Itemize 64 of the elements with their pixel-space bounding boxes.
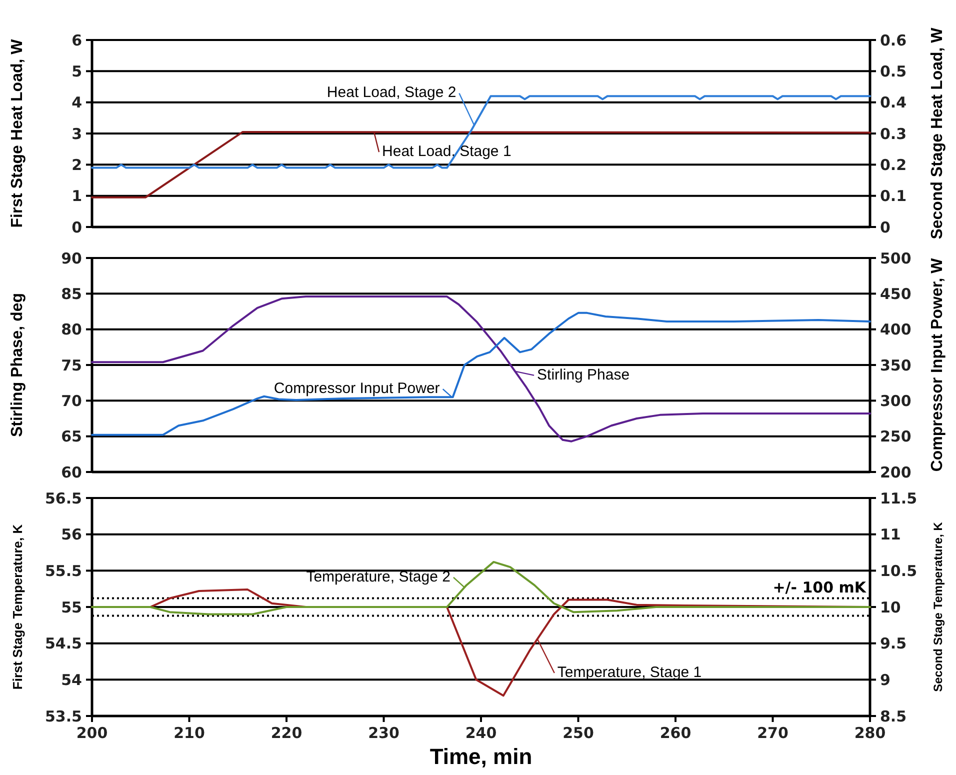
y2-tick-label: 11 (880, 526, 901, 544)
x-tick-label: 220 (270, 724, 302, 742)
x-tick-label: 230 (368, 724, 400, 742)
y-tick-label: 70 (61, 392, 82, 410)
y-tick-label: 0 (72, 218, 82, 236)
y2-tick-label: 10 (880, 598, 901, 616)
series-label: Heat Load, Stage 2 (326, 84, 456, 102)
y-tick-label: 85 (61, 284, 82, 303)
y-tick-label: 56 (61, 526, 82, 544)
y2-tick-label: 500 (880, 249, 912, 268)
y-tick-label: 75 (61, 356, 82, 374)
y2-tick-label: 11.5 (880, 489, 918, 508)
y2-tick-label: 0 (880, 218, 890, 236)
y2-tick-label: 400 (880, 320, 912, 339)
x-tick-label: 260 (660, 724, 692, 742)
y-tick-label: 53.5 (44, 707, 82, 726)
y2-axis-title: Second Stage Heat Load, W (929, 26, 946, 240)
y-tick-label: 80 (61, 320, 82, 339)
y-axis-title: Stirling Phase, deg (9, 292, 26, 438)
y2-tick-label: 9 (880, 670, 890, 689)
y2-tick-label: 0.2 (880, 156, 907, 174)
x-tick-label: 270 (757, 724, 788, 742)
x-tick-label: 200 (76, 724, 108, 742)
y-axis-title: First Stage Heat Load, W (9, 38, 26, 228)
y2-tick-label: 9.5 (880, 634, 907, 653)
y-tick-label: 2 (72, 156, 82, 174)
legend-label: Stirling Phase (537, 366, 630, 384)
y-tick-label: 55.5 (44, 562, 82, 580)
y2-axis-title: Compressor Input Power, W (929, 257, 946, 472)
y-tick-label: 56.5 (44, 489, 82, 508)
y2-tick-label: 0.3 (880, 124, 907, 143)
x-tick-label: 250 (562, 724, 594, 742)
y-tick-label: 5 (72, 62, 82, 80)
y-tick-label: 65 (61, 428, 82, 446)
ref-line-label: +/- 100 mK (772, 578, 868, 596)
x-tick-label: 280 (854, 724, 886, 742)
y2-tick-label: 200 (880, 463, 912, 482)
y-tick-label: 54.5 (44, 634, 82, 653)
y-tick-label: 54 (61, 670, 82, 689)
y2-tick-label: 350 (880, 356, 912, 374)
y2-tick-label: 0.6 (880, 31, 907, 50)
y-tick-label: 55 (61, 598, 82, 616)
y-tick-label: 1 (72, 187, 82, 206)
y2-tick-label: 250 (880, 428, 912, 446)
series-label: Compressor Input Power (274, 380, 440, 398)
x-tick-label: 240 (465, 724, 497, 742)
y2-axis-title: Second Stage Temperature, K (931, 522, 945, 692)
y2-tick-label: 450 (880, 284, 912, 303)
y2-tick-label: 10.5 (880, 562, 918, 580)
y-tick-label: 4 (72, 94, 82, 112)
y2-tick-label: 300 (880, 392, 912, 410)
y-tick-label: 90 (61, 249, 82, 268)
y2-tick-label: 0.5 (880, 62, 907, 80)
x-axis-title: Time, min (430, 744, 532, 769)
x-tick-label: 210 (174, 724, 205, 742)
legend-label: Heat Load, Stage 1 (382, 143, 512, 160)
y-tick-label: 6 (72, 31, 82, 50)
y-axis-title: First Stage Temperature, K (10, 524, 25, 690)
y2-tick-label: 0.4 (880, 94, 907, 112)
y2-tick-label: 0.1 (880, 187, 907, 206)
y-tick-label: 60 (61, 463, 82, 482)
text: Temperature, Stage 1 (557, 664, 702, 681)
y-tick-label: 3 (72, 124, 82, 143)
y2-tick-label: 8.5 (880, 707, 907, 726)
